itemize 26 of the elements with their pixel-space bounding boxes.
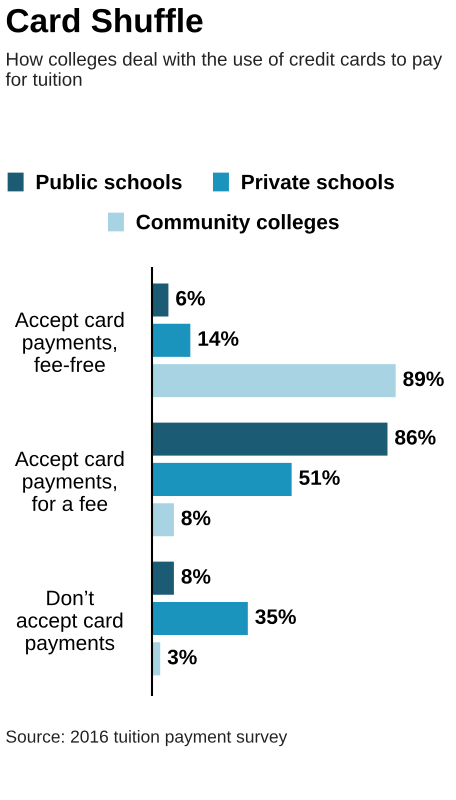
chart-title: Card Shuffle (6, 8, 202, 32)
legend-label: Community colleges (136, 214, 339, 234)
bar (152, 503, 174, 536)
y-tick-label: Don’t accept card payments (16, 590, 122, 654)
data-label: 86% (395, 430, 436, 445)
y-tick-label: Accept card payments, for a fee (14, 450, 124, 512)
data-label: 8% (182, 510, 210, 526)
y-tick-label: Accept card payments, fee-free (14, 312, 124, 372)
data-label: 35% (255, 609, 296, 624)
bar (152, 324, 190, 357)
legend-label: Public schools (36, 174, 182, 190)
source-note: Source: 2016 tuition payment survey (6, 730, 288, 746)
bar (152, 602, 248, 636)
bar (152, 364, 396, 398)
bar (152, 462, 292, 496)
chart-subtitle: How colleges deal with the use of credit cards to pay for tuition (6, 52, 442, 86)
bar (152, 562, 174, 595)
data-label: 8% (182, 569, 210, 584)
data-label: 14% (198, 331, 238, 346)
data-label: 51% (299, 470, 340, 486)
legend-label: Private schools (242, 174, 394, 190)
data-label: 3% (168, 650, 197, 664)
bar (152, 422, 388, 456)
data-label: 6% (176, 290, 205, 306)
data-label: 89% (403, 371, 444, 386)
bar (152, 283, 168, 317)
